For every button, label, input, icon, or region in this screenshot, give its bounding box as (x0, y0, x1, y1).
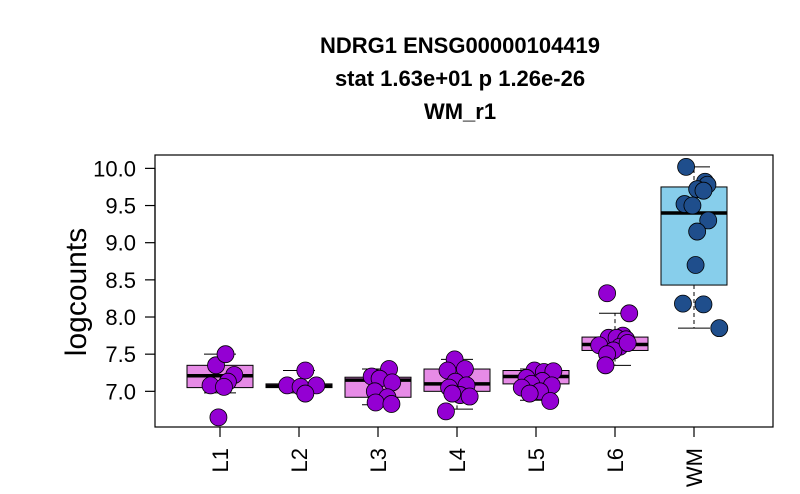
data-point (710, 319, 729, 338)
x-tick-label: L2 (287, 448, 312, 472)
x-tick-label: L4 (445, 448, 470, 472)
x-tick-label: L1 (208, 448, 233, 472)
data-point (520, 384, 539, 403)
y-tick-label: 8.0 (105, 305, 136, 330)
points-L3 (362, 360, 402, 413)
data-point (677, 157, 695, 176)
x-tick-label: L3 (366, 448, 391, 472)
y-tick-label: 9.0 (105, 231, 136, 256)
data-point (443, 384, 462, 403)
title-line-2: stat 1.63e+01 p 1.26e-26 (335, 66, 585, 91)
data-point (460, 387, 479, 406)
data-point (383, 373, 402, 392)
data-point (216, 345, 235, 364)
data-point (596, 356, 615, 375)
y-tick-label: 9.5 (105, 194, 136, 219)
y-axis: 7.0 7.5 8.0 8.5 9.0 9.5 10.0 (93, 156, 156, 404)
points-L1 (201, 345, 244, 427)
data-point (683, 196, 702, 215)
data-point (694, 295, 713, 314)
title-line-3: WM_r1 (424, 99, 496, 124)
data-point (437, 402, 455, 421)
data-point (296, 361, 315, 380)
x-axis: L1 L2 L3 L4 L5 L6 WM (208, 427, 707, 487)
data-point (382, 395, 401, 413)
data-point (674, 294, 692, 313)
points-L6 (590, 284, 639, 375)
point-layer (201, 157, 729, 427)
title-line-1: NDRG1 ENSG00000104419 (320, 33, 600, 58)
y-tick-label: 7.5 (105, 342, 136, 367)
data-point (541, 392, 560, 410)
y-tick-label: 10.0 (93, 156, 136, 181)
y-tick-label: 8.5 (105, 268, 136, 293)
data-point (618, 334, 637, 352)
x-tick-label: WM (682, 448, 707, 487)
y-tick-label: 7.0 (105, 379, 136, 404)
y-axis-title: logcounts (60, 228, 93, 356)
data-point (686, 256, 705, 274)
points-L5 (512, 361, 563, 410)
data-point (699, 211, 718, 230)
data-point (366, 393, 385, 412)
x-tick-label: L5 (524, 448, 549, 472)
data-point (620, 304, 639, 323)
chart-title: NDRG1 ENSG00000104419 stat 1.63e+01 p 1.… (320, 33, 600, 124)
points-L2 (278, 361, 326, 403)
data-point (694, 181, 713, 200)
data-point (598, 284, 616, 303)
points-WM (674, 157, 729, 338)
data-point (209, 408, 228, 427)
x-tick-label: L6 (603, 448, 628, 472)
points-L4 (437, 350, 479, 421)
data-point (215, 377, 233, 396)
data-point (688, 222, 707, 241)
data-point (296, 384, 315, 403)
